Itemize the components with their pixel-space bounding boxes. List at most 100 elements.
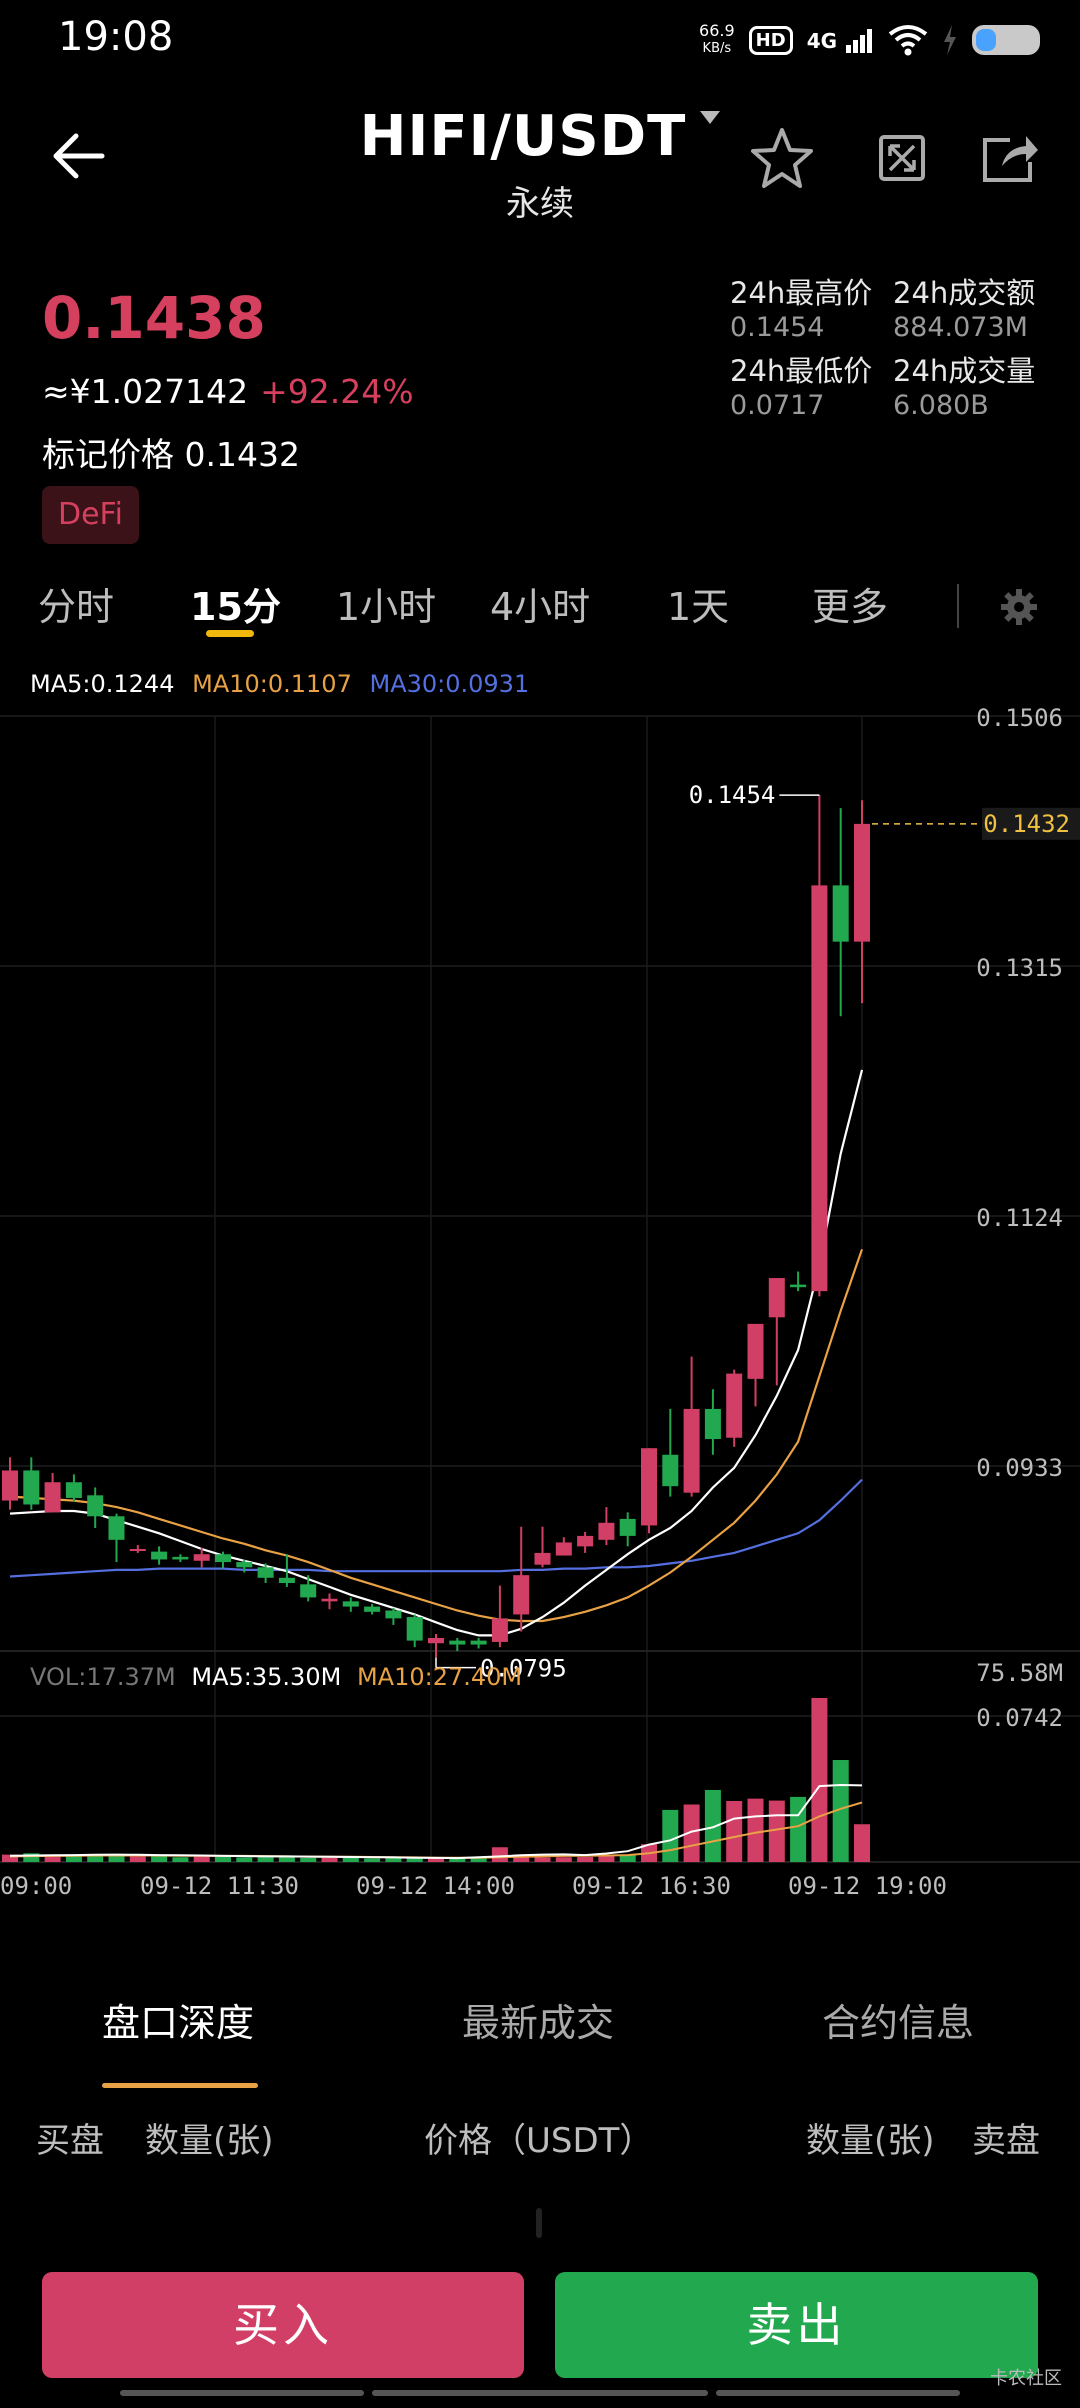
candle-body [832,885,849,942]
y-tick-label: 0.0742 [976,1704,1063,1732]
vol-ma10-legend: MA10:27.40M [356,1663,523,1691]
home-indicator[interactable] [372,2390,708,2396]
nav-bar-segment [716,2390,960,2396]
candle-body [704,1408,721,1440]
tab-1h[interactable]: 1小时 [336,585,437,629]
signal-icon: 4G [807,27,874,53]
high-annotation: 0.1454 [689,781,776,809]
network-type: 4G [806,29,838,53]
volume-bar [23,1853,40,1862]
volume-bar [790,1796,807,1862]
volume-label: 24h成交量 [893,354,1036,388]
volume-bar [428,1858,444,1862]
candle-body [470,1640,487,1645]
candle-body [151,1551,168,1560]
star-icon[interactable] [750,126,814,190]
vol-legend: VOL:17.37M [30,1663,176,1691]
volume-bar [342,1857,359,1862]
status-icons: 66.9 KB/s HD 4G [699,18,1040,62]
fullscreen-icon[interactable] [878,134,926,182]
y-tick-label: 0.1315 [976,954,1063,982]
bottom-tab-indicator [102,2083,258,2088]
volume-bar [854,1824,870,1862]
charging-icon [944,25,956,55]
kline-chart[interactable]: 0.1506 0.1315 0.1124 0.0933 0.0742 0.1454 0.07… [0,700,1080,1900]
volume-bar [662,1809,679,1862]
gear-icon[interactable] [1000,588,1038,626]
x-tick-label: 09-12 11:30 [140,1872,299,1900]
tab-more[interactable]: 更多 [812,585,889,629]
back-arrow-icon[interactable] [50,132,106,180]
sector-tag[interactable]: DeFi [42,486,139,544]
volume-bar [65,1855,82,1862]
tab-1d[interactable]: 1天 [667,585,730,629]
volume-bar [300,1857,317,1862]
tab-15m[interactable]: 15分 [190,585,281,629]
candle-body [790,1284,807,1288]
tab-4h[interactable]: 4小时 [490,585,591,629]
high-value: 0.1454 [730,312,825,343]
candle-body [513,1575,530,1615]
ma-lines [9,1069,864,1637]
candle-body [321,1598,338,1602]
volume-bar [2,1854,18,1862]
low-label: 24h最低价 [730,354,873,388]
candle-body [726,1373,743,1438]
volume-bar [236,1857,253,1862]
candle-body [129,1548,146,1551]
candle-body [257,1567,274,1578]
candle-body [44,1482,61,1513]
mark-price-value: 0.1432 [184,435,300,474]
buy-side-header: 买盘 [36,2121,104,2161]
candle-body [364,1606,381,1612]
vol-ma5-line [9,1783,863,1860]
candle-body [236,1562,253,1568]
x-tick-label: 09-12 19:00 [788,1872,947,1900]
low-value: 0.0717 [730,390,825,421]
volume-bar [406,1858,423,1862]
volume-bar [108,1853,125,1862]
candle-body [87,1495,104,1517]
cny-price-row: ≈¥1.027142 +92.24% [42,372,414,411]
volume-bar [513,1854,530,1862]
candle-body [491,1618,508,1642]
candle-body [278,1577,295,1584]
hd-badge: HD [748,25,793,55]
high-label: 24h最高价 [730,276,873,310]
net-speed: 66.9 KB/s [699,22,735,58]
volume-ma-lines [9,1783,863,1860]
candle-body [768,1278,785,1318]
tab-contract-info[interactable]: 合约信息 [822,2001,975,2045]
price-header: 价格（USDT） [424,2121,654,2161]
cny-price: ≈¥1.027142 [42,372,249,411]
low-annotation: 0.0795 [480,1655,567,1683]
watermark: 卡农社区 [990,2368,1062,2389]
x-tick-label: 09:00 [0,1872,72,1900]
battery-icon [972,25,1040,55]
change-percent: +92.24% [260,372,414,411]
candle-body [342,1601,359,1607]
volume-bar [215,1857,231,1862]
share-icon[interactable] [980,130,1040,184]
net-speed-value: 66.9 [699,21,735,40]
tab-latest-trades[interactable]: 最新成交 [462,2001,615,2045]
buy-button[interactable]: 买入 [42,2272,524,2378]
sell-button[interactable]: 卖出 [555,2272,1038,2378]
volume-max-label: 75.58M [976,1659,1063,1687]
tab-order-depth[interactable]: 盘口深度 [102,2001,255,2045]
candle-body [65,1482,82,1498]
tab-timeshare[interactable]: 分时 [38,585,115,629]
volume-bar [129,1856,146,1862]
volume-bar [598,1855,615,1862]
volume-bar [151,1856,168,1862]
volume-legend: VOL:17.37M MA5:35.30M MA10:27.40M [30,1663,522,1691]
candle-body [534,1552,551,1565]
loading-indicator [536,2208,542,2238]
active-tab-indicator [206,630,254,637]
axis-labels: 0.1506 0.1315 0.1124 0.0933 0.0742 0.1454 0.07… [0,704,1080,1900]
ma5-legend: MA5:0.1244 [30,670,175,698]
sell-qty-header: 数量(张) [806,2121,935,2161]
pair-selector[interactable]: HIFI/USDT [0,104,1080,169]
candle-body [662,1454,679,1487]
volume-bar [449,1858,466,1862]
